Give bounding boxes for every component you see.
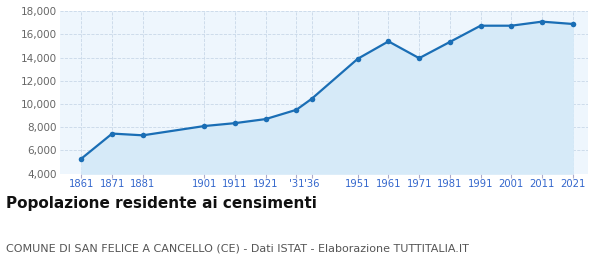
Point (476, 24, 485, 28)
Point (445, 40, 455, 44)
Point (307, 97, 317, 101)
Point (353, 57, 362, 61)
Point (261, 117, 271, 121)
Point (383, 39, 393, 44)
Point (292, 108, 301, 112)
Point (537, 19, 547, 24)
Point (568, 22, 577, 26)
Text: COMUNE DI SAN FELICE A CANCELLO (CE) - Dati ISTAT - Elaborazione TUTTITALIA.IT: COMUNE DI SAN FELICE A CANCELLO (CE) - D… (6, 244, 469, 254)
Point (230, 121, 240, 125)
Point (107, 131, 117, 136)
Point (506, 24, 516, 28)
Point (415, 56, 424, 60)
Point (199, 124, 209, 128)
Point (138, 133, 148, 137)
Point (77, 156, 86, 161)
Text: Popolazione residente ai censimenti: Popolazione residente ai censimenti (6, 196, 317, 211)
